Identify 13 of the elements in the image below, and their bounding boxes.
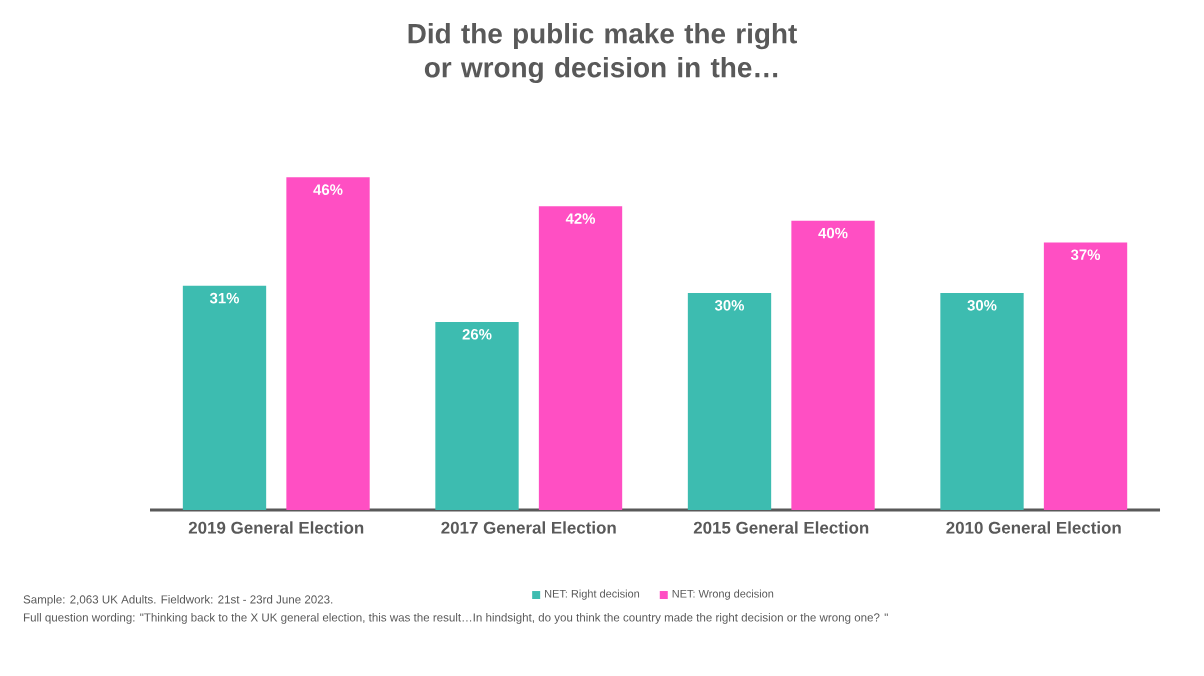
bar	[182, 285, 267, 510]
x-tick-label: 2010 General Election	[946, 521, 1121, 534]
bar	[286, 177, 370, 510]
bar	[538, 206, 623, 510]
bar	[791, 220, 875, 510]
x-tick-label: 2019 General Election	[188, 521, 364, 534]
x-tick-label: 2017 General Election	[441, 521, 616, 534]
bar	[687, 293, 772, 510]
x-tick-label: 2015 General Election	[693, 521, 869, 534]
chart-title: Did the public make the right or wrong decision in the…	[408, 23, 797, 84]
bar	[1043, 242, 1128, 510]
bar	[940, 293, 1024, 510]
bar	[435, 321, 519, 510]
